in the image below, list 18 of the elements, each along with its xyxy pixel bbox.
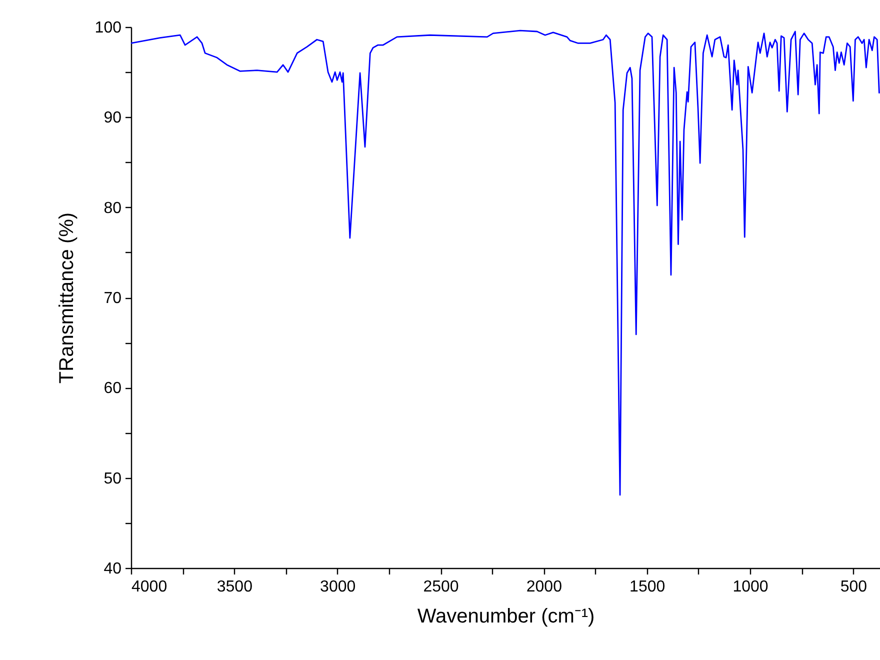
y-tick-label: 90 — [104, 110, 122, 127]
x-axis-title: Wavenumber (cm⁻¹) — [417, 606, 595, 628]
line-series — [131, 30, 880, 496]
x-tick-label: 1500 — [630, 578, 666, 596]
y-tick-label: 50 — [104, 470, 122, 488]
x-tick-label: 1000 — [732, 578, 768, 596]
x-tick-label: 3500 — [216, 578, 253, 596]
y-axis-title: TRansmittance (%) — [56, 212, 78, 384]
x-tick-label: 500 — [840, 578, 868, 596]
x-tick-label: 2000 — [526, 578, 562, 596]
x-tick-label: 3000 — [320, 578, 356, 596]
y-tick-label: 60 — [104, 380, 122, 398]
y-tick-label: 100 — [94, 20, 122, 36]
x-tick-label: 4000 — [132, 578, 168, 596]
x-tick-label: 2500 — [423, 578, 459, 596]
y-tick-label: 80 — [104, 200, 122, 217]
y-tick-label: 70 — [104, 290, 122, 307]
y-tick-label: 40 — [104, 560, 122, 578]
